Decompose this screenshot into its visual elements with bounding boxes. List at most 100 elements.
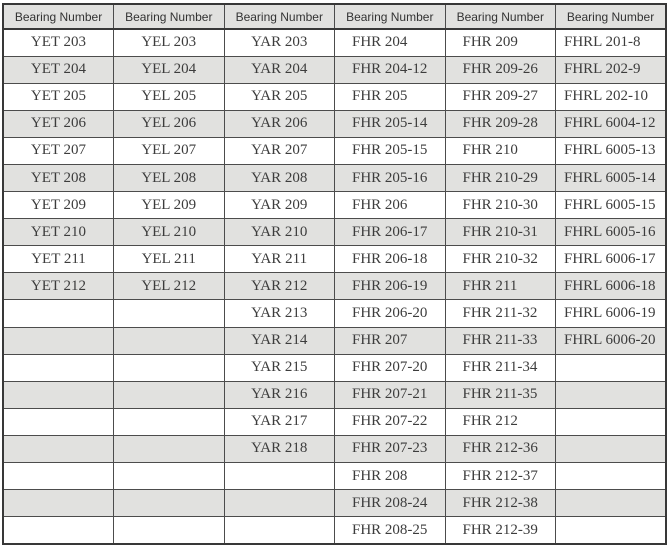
table-cell bbox=[223, 489, 335, 518]
table-cell bbox=[2, 489, 114, 518]
table-cell: FHR 210-29 bbox=[444, 163, 556, 193]
table-cell: YAR 218 bbox=[223, 434, 335, 464]
table-cell: YEL 207 bbox=[113, 136, 225, 165]
table-cell: FHRL 6005-14 bbox=[555, 163, 667, 193]
table-head: Bearing Number Bearing Number Bearing Numb… bbox=[2, 3, 667, 30]
table-cell: YAR 203 bbox=[223, 28, 335, 57]
table-cell: FHR 207-20 bbox=[334, 353, 446, 382]
column-header: Bearing Number bbox=[223, 3, 335, 30]
table-cell: FHR 212-39 bbox=[444, 516, 556, 545]
table-row: YET 203 YEL 203 YAR 203 FHR 204 FHR 209 FHRL … bbox=[2, 28, 667, 57]
table-cell: YAR 214 bbox=[223, 326, 335, 355]
table-cell: FHR 207-22 bbox=[334, 407, 446, 436]
table-cell: FHR 207-21 bbox=[334, 380, 446, 409]
table-cell: FHR 211-33 bbox=[444, 326, 556, 355]
bearing-number-table: Bearing Number Bearing Number Bearing Numb… bbox=[2, 3, 667, 545]
table-row: YET 209 YEL 209 YAR 209 FHR 206 FHR 210-30 FH… bbox=[2, 191, 667, 220]
table-cell: FHR 208-24 bbox=[334, 489, 446, 518]
table-cell: YET 203 bbox=[2, 28, 114, 57]
table-cell: FHRL 6006-20 bbox=[555, 326, 667, 355]
table-cell: YAR 212 bbox=[223, 272, 335, 301]
column-header: Bearing Number bbox=[444, 3, 556, 30]
table-cell: FHRL 6005-13 bbox=[555, 136, 667, 165]
table-cell bbox=[113, 407, 225, 436]
table-cell bbox=[113, 516, 225, 545]
table-cell: YET 208 bbox=[2, 163, 114, 193]
table-cell: FHR 211-34 bbox=[444, 353, 556, 382]
table-cell: YEL 205 bbox=[113, 82, 225, 111]
table-cell: FHR 206 bbox=[334, 191, 446, 220]
table-cell bbox=[113, 434, 225, 464]
table-cell: FHR 210-32 bbox=[444, 245, 556, 274]
table-cell: FHR 206-17 bbox=[334, 218, 446, 247]
table-cell bbox=[555, 434, 667, 464]
table-cell: FHR 204-12 bbox=[334, 55, 446, 84]
table-cell bbox=[555, 489, 667, 518]
table-cell: YAR 206 bbox=[223, 109, 335, 138]
table-cell bbox=[2, 434, 114, 464]
table-row: YAR 215 FHR 207-20 FHR 211-34 bbox=[2, 353, 667, 382]
table-cell: YAR 215 bbox=[223, 353, 335, 382]
table-cell: FHR 209-28 bbox=[444, 109, 556, 138]
table-cell: FHRL 202-9 bbox=[555, 55, 667, 84]
table-row: YET 206 YEL 206 YAR 206 FHR 205-14 FHR 209-2… bbox=[2, 109, 667, 138]
table-row: YET 204 YEL 204 YAR 204 FHR 204-12 FHR 209-2… bbox=[2, 55, 667, 84]
table-cell: YET 211 bbox=[2, 245, 114, 274]
table-cell: YEL 206 bbox=[113, 109, 225, 138]
table-cell: YEL 209 bbox=[113, 191, 225, 220]
table-cell: YAR 209 bbox=[223, 191, 335, 220]
table-cell bbox=[223, 461, 335, 491]
column-header: Bearing Number bbox=[334, 3, 446, 30]
table-cell: FHRL 6006-17 bbox=[555, 245, 667, 274]
table-row: YET 207 YEL 207 YAR 207 FHR 205-15 FHR 210 FH… bbox=[2, 136, 667, 165]
table-cell bbox=[555, 407, 667, 436]
table-cell: FHR 210-31 bbox=[444, 218, 556, 247]
table-cell: YET 206 bbox=[2, 109, 114, 138]
table-cell: FHR 212-36 bbox=[444, 434, 556, 464]
table-cell: YAR 204 bbox=[223, 55, 335, 84]
table-cell: FHRL 6006-19 bbox=[555, 299, 667, 328]
table-cell: FHR 212-38 bbox=[444, 489, 556, 518]
table-cell: FHR 209-27 bbox=[444, 82, 556, 111]
table-cell: FHR 207 bbox=[334, 326, 446, 355]
table-cell: YET 212 bbox=[2, 272, 114, 301]
table-row: YAR 218 FHR 207-23 FHR 212-36 bbox=[2, 434, 667, 464]
table-row: YAR 216 FHR 207-21 FHR 211-35 bbox=[2, 380, 667, 409]
table-cell: FHR 212-37 bbox=[444, 461, 556, 491]
table-cell: FHR 204 bbox=[334, 28, 446, 57]
table-cell: YAR 205 bbox=[223, 82, 335, 111]
table-row: FHR 208-24 FHR 212-38 bbox=[2, 489, 667, 518]
table-body: YET 203 YEL 203 YAR 203 FHR 204 FHR 209 FHRL … bbox=[2, 28, 667, 545]
table-row: YAR 214 FHR 207 FHR 211-33 FHRL 6006-20 bbox=[2, 326, 667, 355]
table-cell bbox=[2, 516, 114, 545]
table-cell: FHR 206-20 bbox=[334, 299, 446, 328]
table-cell: FHR 206-18 bbox=[334, 245, 446, 274]
table-row: YAR 217 FHR 207-22 FHR 212 bbox=[2, 407, 667, 436]
table-cell bbox=[113, 380, 225, 409]
table-cell bbox=[2, 353, 114, 382]
table-cell: YEL 210 bbox=[113, 218, 225, 247]
table-cell: FHRL 6006-18 bbox=[555, 272, 667, 301]
table-cell bbox=[2, 407, 114, 436]
column-header: Bearing Number bbox=[2, 3, 114, 30]
table-cell: YAR 213 bbox=[223, 299, 335, 328]
column-header: Bearing Number bbox=[113, 3, 225, 30]
table-row: YET 211 YEL 211 YAR 211 FHR 206-18 FHR 210-3… bbox=[2, 245, 667, 274]
table-cell: FHR 208 bbox=[334, 461, 446, 491]
table-cell: YET 207 bbox=[2, 136, 114, 165]
table-row: YET 212 YEL 212 YAR 212 FHR 206-19 FHR 211 FH… bbox=[2, 272, 667, 301]
table-cell: FHR 212 bbox=[444, 407, 556, 436]
table-cell bbox=[223, 516, 335, 545]
table-cell bbox=[2, 326, 114, 355]
table-cell: FHR 210-30 bbox=[444, 191, 556, 220]
table-cell: YEL 203 bbox=[113, 28, 225, 57]
table-cell bbox=[2, 299, 114, 328]
table-cell: FHR 211-35 bbox=[444, 380, 556, 409]
table-row: YET 205 YEL 205 YAR 205 FHR 205 FHR 209-27 FH… bbox=[2, 82, 667, 111]
table-row: YET 210 YEL 210 YAR 210 FHR 206-17 FHR 210-3… bbox=[2, 218, 667, 247]
table-cell: FHR 209-26 bbox=[444, 55, 556, 84]
table-cell bbox=[555, 516, 667, 545]
table-row: FHR 208 FHR 212-37 bbox=[2, 461, 667, 491]
table-cell: YET 204 bbox=[2, 55, 114, 84]
